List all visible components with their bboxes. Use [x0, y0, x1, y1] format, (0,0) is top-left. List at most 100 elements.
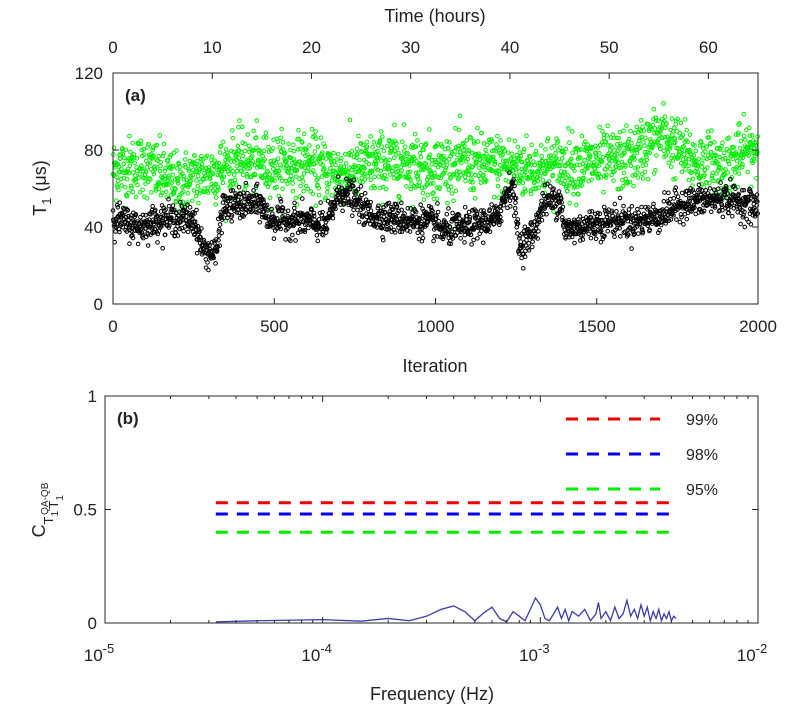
data-point: [647, 227, 652, 232]
data-point: [402, 162, 408, 168]
data-point: [454, 157, 460, 163]
data-point: [293, 195, 299, 201]
data-point: [468, 135, 474, 141]
data-point: [330, 215, 336, 221]
data-point: [486, 159, 492, 165]
data-point: [399, 168, 404, 173]
data-point: [359, 175, 364, 181]
data-point: [369, 169, 375, 175]
data-point: [362, 220, 368, 226]
legend-label-99: 99%: [686, 412, 718, 429]
data-point: [194, 169, 200, 174]
data-point: [584, 148, 590, 154]
data-point: [217, 227, 222, 232]
data-point: [515, 231, 520, 236]
data-point: [261, 135, 266, 140]
data-point: [272, 178, 277, 183]
data-point: [491, 222, 496, 227]
data-point: [236, 210, 242, 216]
data-point: [251, 128, 256, 134]
data-point: [284, 158, 289, 164]
data-point: [562, 178, 567, 184]
data-point: [154, 142, 160, 148]
data-point: [136, 175, 141, 181]
data-point: [605, 228, 611, 234]
data-point: [412, 131, 418, 137]
data-point: [192, 153, 197, 159]
data-point: [218, 143, 224, 149]
data-point: [297, 176, 302, 182]
data-point: [717, 154, 722, 160]
data-point: [679, 147, 685, 153]
data-point: [320, 209, 325, 215]
data-point: [636, 129, 641, 135]
data-point: [151, 222, 156, 227]
data-point: [489, 202, 494, 207]
panel-b-lines: [215, 501, 677, 624]
data-point: [367, 203, 373, 209]
data-point: [637, 145, 643, 150]
data-point: [278, 199, 284, 204]
data-point: [614, 135, 620, 141]
data-point: [194, 207, 199, 213]
data-point: [715, 168, 721, 173]
data-point: [240, 124, 245, 130]
data-point: [617, 141, 623, 146]
data-point: [663, 153, 669, 158]
data-point: [289, 177, 295, 182]
data-point: [483, 147, 488, 153]
data-point: [313, 129, 318, 134]
data-point: [195, 237, 200, 242]
data-point: [548, 184, 553, 189]
data-point: [275, 139, 281, 145]
data-point: [213, 202, 218, 207]
data-point: [499, 166, 504, 172]
data-point: [194, 178, 199, 183]
data-point: [645, 176, 651, 182]
data-point: [251, 188, 256, 193]
data-point: [617, 195, 623, 201]
data-point: [128, 183, 134, 189]
data-point: [535, 178, 541, 184]
data-point: [339, 185, 344, 191]
data-point: [632, 157, 637, 162]
ylabel-sup-qa: QA: [40, 500, 51, 515]
data-point: [344, 176, 349, 182]
data-point: [217, 164, 223, 170]
data-point: [713, 153, 719, 159]
data-point: [666, 160, 671, 166]
data-point: [198, 235, 204, 240]
data-point: [157, 181, 162, 186]
data-point: [617, 233, 623, 239]
data-point: [404, 215, 410, 221]
data-point: [174, 148, 179, 153]
data-point: [684, 127, 690, 133]
data-point: [324, 226, 330, 232]
data-point: [425, 192, 431, 198]
data-point: [320, 232, 326, 238]
data-point: [252, 172, 258, 178]
panel-a-top-axis-label: Time (hours): [384, 6, 485, 26]
data-point: [421, 197, 427, 202]
data-point: [413, 209, 419, 215]
data-point: [377, 139, 383, 144]
data-point: [589, 209, 595, 214]
data-point: [557, 145, 563, 150]
data-point: [663, 221, 669, 226]
data-point: [484, 142, 490, 148]
data-point: [742, 152, 747, 157]
data-point: [418, 202, 423, 207]
data-point: [462, 143, 467, 148]
ylabel-c: C: [29, 524, 49, 537]
data-point: [643, 162, 649, 168]
data-point: [635, 170, 640, 175]
data-point: [522, 170, 528, 175]
data-point: [492, 159, 498, 165]
data-point: [639, 171, 645, 177]
data-point: [387, 157, 393, 163]
data-point: [577, 147, 582, 153]
data-point: [138, 141, 144, 147]
data-point: [328, 166, 333, 171]
data-point: [705, 165, 710, 170]
data-point: [661, 148, 667, 154]
